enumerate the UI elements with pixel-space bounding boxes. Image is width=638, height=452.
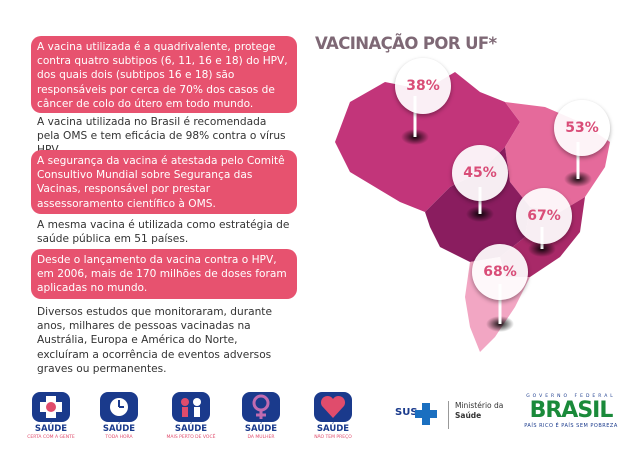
- bubble-northeast: 53%: [554, 100, 610, 156]
- ministerio-logo: Ministério da Saúde: [448, 401, 504, 429]
- clock-cross-icon: [100, 392, 138, 422]
- female-symbol-icon: [242, 392, 280, 422]
- bubble-southeast: 67%: [516, 188, 572, 244]
- heart-cross-icon: [314, 392, 352, 422]
- sus-logo: SUS: [395, 403, 439, 427]
- saude-logo-1: SAÚDE CERTA COM A GENTE: [18, 386, 84, 442]
- family-cross-icon: [172, 392, 210, 422]
- fact-block-6: Diversos estudos que monitoraram, durant…: [37, 306, 272, 375]
- saude-logo-3: SAÚDE MAIS PERTO DE VOCÊ: [158, 386, 224, 442]
- health-cross-icon: [32, 392, 70, 422]
- governo-federal-logo: GOVERNO FEDERAL BRASIL PAÍS RICO É PAÍS …: [524, 394, 618, 429]
- bubble-center-west: 45%: [452, 145, 508, 201]
- saude-logo-5: SAÚDE NÃO TEM PREÇO: [300, 386, 366, 442]
- fact-block-2: A vacina utilizada no Brasil é recomenda…: [37, 116, 286, 156]
- sus-cross-icon: [415, 403, 437, 425]
- fact-block-1: A vacina utilizada é a quadrivalente, pr…: [31, 36, 297, 113]
- map-title: VACINAÇÃO POR UF*: [315, 34, 497, 53]
- footer-logos: SAÚDE CERTA COM A GENTE SAÚDE TODA HORA …: [0, 386, 638, 446]
- fact-block-3: A segurança da vacina é atestada pelo Co…: [31, 150, 297, 214]
- bubble-south: 68%: [472, 244, 528, 300]
- fact-block-5: Desde o lançamento da vacina contra o HP…: [31, 249, 297, 299]
- saude-logo-2: SAÚDE TODA HORA: [86, 386, 152, 442]
- bubble-north: 38%: [395, 58, 451, 114]
- saude-logo-4: SAÚDE DA MULHER: [228, 386, 294, 442]
- fact-block-4: A mesma vacina é utilizada como estratég…: [37, 219, 290, 246]
- region-north: [335, 72, 520, 212]
